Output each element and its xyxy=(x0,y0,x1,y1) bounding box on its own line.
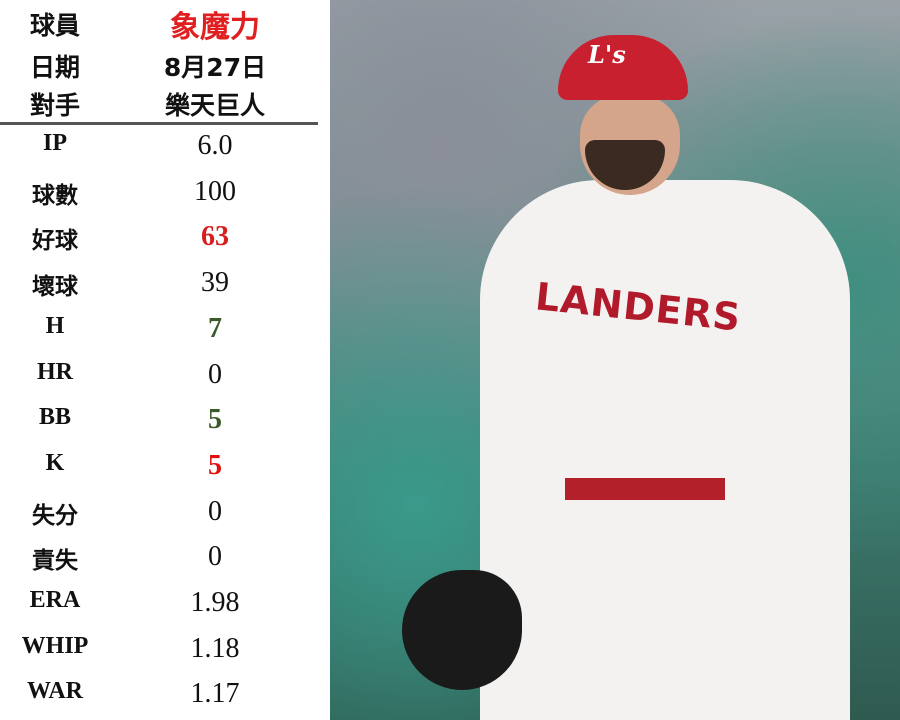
stat-label: WHIP xyxy=(21,632,89,659)
stat-label: ERA xyxy=(29,587,81,613)
stat-value: 5 xyxy=(208,449,222,481)
info-row: 球員 象魔力 xyxy=(0,6,330,46)
stat-value: 6.0 xyxy=(197,130,233,161)
stat-row: HR 0 xyxy=(0,359,330,399)
stat-label: 好球 xyxy=(32,228,78,255)
stat-row: WAR 1.17 xyxy=(0,678,330,718)
stat-row: 責失 0 xyxy=(0,541,330,581)
stat-label: H xyxy=(45,312,65,339)
stat-label: IP xyxy=(43,130,67,156)
stat-label: BB xyxy=(38,404,72,431)
stat-row: ERA 1.98 xyxy=(0,587,330,627)
stats-panel: 球員 象魔力 日期 8月27日 對手 樂天巨人 IP 6.0 球數 100 好球 63 壞球 39 H 7 H… xyxy=(0,0,330,720)
baseball-glove xyxy=(402,570,522,690)
info-value: 樂天巨人 xyxy=(164,91,266,120)
stat-row: 失分 0 xyxy=(0,496,330,536)
stat-label: 責失 xyxy=(32,548,78,575)
stat-value: 7 xyxy=(208,312,222,344)
stat-value: 0 xyxy=(208,541,222,573)
info-value: 8月27日 xyxy=(163,53,267,82)
info-value: 象魔力 xyxy=(170,10,260,45)
info-label: 日期 xyxy=(29,53,81,82)
stat-value: 1.17 xyxy=(190,678,240,710)
jersey xyxy=(480,180,850,720)
stat-value: 0 xyxy=(208,358,222,390)
stat-row: BB 5 xyxy=(0,404,330,444)
stat-label: 壞球 xyxy=(32,274,78,301)
stat-value: 5 xyxy=(208,404,222,436)
info-label: 球員 xyxy=(29,11,81,40)
stat-value: 63 xyxy=(201,221,229,253)
stat-label: 失分 xyxy=(32,502,78,529)
stat-row: 壞球 39 xyxy=(0,267,330,307)
stat-row: IP 6.0 xyxy=(0,130,330,170)
stat-value: 39 xyxy=(201,267,229,299)
divider xyxy=(0,122,318,125)
stat-row: WHIP 1.18 xyxy=(0,633,330,673)
stat-value: 1.18 xyxy=(190,632,240,664)
info-row: 對手 樂天巨人 xyxy=(0,86,330,126)
info-row: 日期 8月27日 xyxy=(0,48,330,88)
stat-value: 1.98 xyxy=(190,587,240,618)
stat-label: 球數 xyxy=(32,182,78,209)
player-photo: L's LANDERS xyxy=(330,0,900,720)
cap xyxy=(558,35,688,100)
stat-label: K xyxy=(45,449,65,476)
stat-label: WAR xyxy=(26,678,84,705)
stat-row: 球數 100 xyxy=(0,176,330,216)
cap-logo: L's xyxy=(588,40,626,69)
stat-value: 100 xyxy=(194,175,236,207)
belt xyxy=(565,478,725,500)
stat-label: HR xyxy=(37,358,73,385)
stat-row: 好球 63 xyxy=(0,221,330,261)
stat-value: 0 xyxy=(208,495,222,527)
info-label: 對手 xyxy=(29,91,81,120)
